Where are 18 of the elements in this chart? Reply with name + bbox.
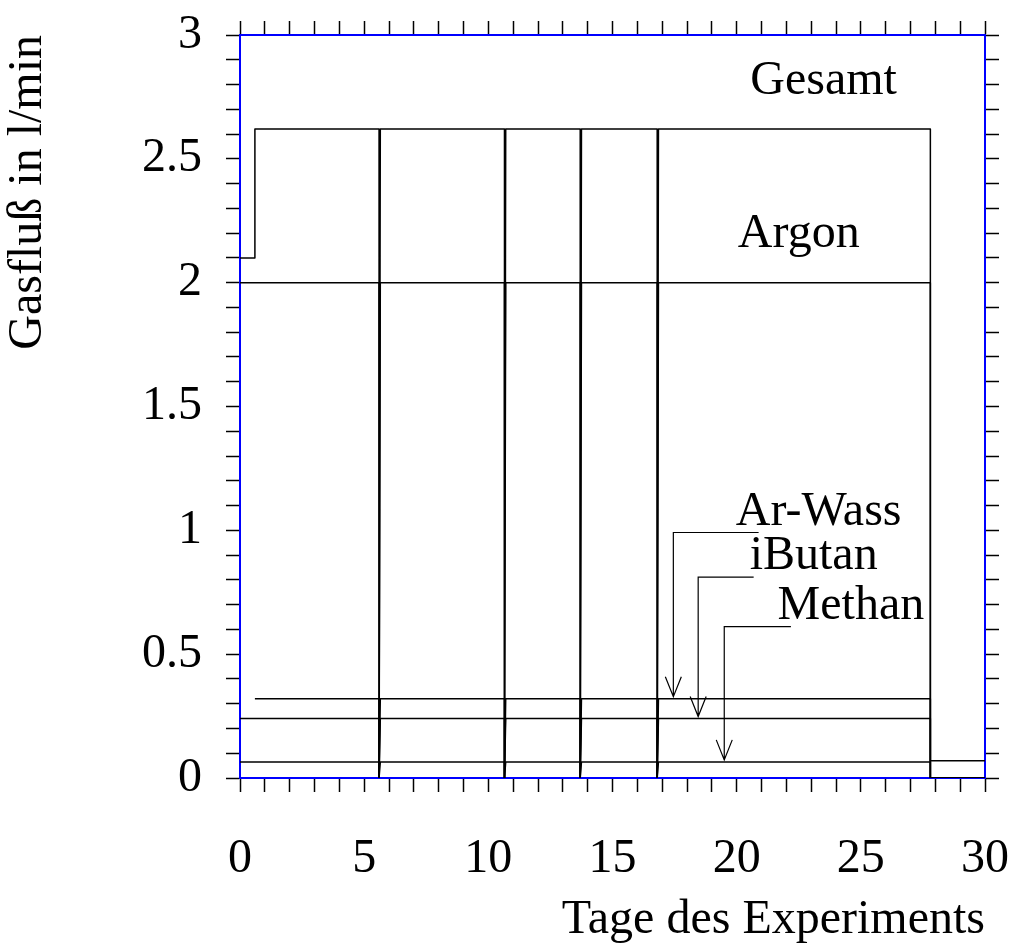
- x-tick-label: 30: [961, 829, 1009, 883]
- y-tick-label: 2: [178, 252, 202, 306]
- x-axis-title: Tage des Experiments: [561, 889, 985, 943]
- x-tick-label: 15: [588, 829, 637, 883]
- x-tick-label: 20: [712, 829, 761, 883]
- y-tick-label: 2.5: [142, 128, 202, 182]
- y-tick-label: 1: [178, 499, 202, 553]
- y-axis-title: Gasfluß in l/min: [0, 35, 52, 350]
- series-label: Argon: [737, 204, 860, 258]
- legend-label: Gesamt: [750, 50, 898, 104]
- x-tick-label: 10: [464, 829, 513, 883]
- y-tick-label: 3: [178, 4, 202, 58]
- y-tick-label: 0: [178, 747, 202, 801]
- x-tick-label: 5: [352, 829, 377, 883]
- y-tick-label: 0.5: [142, 623, 202, 677]
- y-tick-label: 1.5: [142, 376, 202, 430]
- x-tick-label: 25: [836, 829, 885, 883]
- x-tick-label: 0: [228, 829, 252, 883]
